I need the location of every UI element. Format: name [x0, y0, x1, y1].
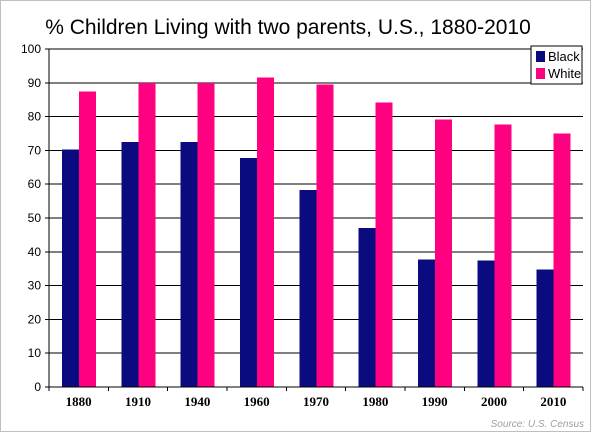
y-tick-label: 80	[28, 110, 42, 124]
bar-black-1980	[358, 227, 376, 387]
source-note: Source: U.S. Census	[491, 419, 584, 430]
x-tick-label: 2010	[540, 394, 566, 409]
y-tick-label: 100	[21, 42, 41, 56]
chart-title: % Children Living with two parents, U.S.…	[45, 16, 531, 39]
axes: 0 10 20 30 40 50 60 70 80 90 100 1880 1910 1940 1960 19…	[21, 42, 584, 409]
x-tick-label: 1940	[184, 394, 210, 409]
y-tick-label: 70	[28, 143, 42, 157]
legend-swatch-white	[536, 68, 545, 79]
legend: Black White	[530, 45, 583, 85]
x-tick-label: 1990	[422, 394, 448, 409]
bar-black-1970	[299, 189, 317, 387]
y-tick-label: 90	[28, 76, 42, 90]
bar-white-1990	[435, 119, 452, 387]
bar-black-2010	[536, 269, 554, 387]
y-tick-label: 20	[28, 312, 42, 326]
legend-label-black: Black	[548, 49, 580, 64]
bar-black-1990	[418, 259, 435, 387]
y-tick-label: 60	[28, 177, 42, 191]
y-tick-label: 50	[28, 211, 42, 225]
x-tick-label: 1880	[66, 394, 92, 409]
x-tick-label: 1960	[244, 394, 270, 409]
legend-swatch-black	[536, 51, 545, 62]
y-tick-label: 0	[34, 380, 41, 394]
bar-black-2000	[477, 260, 495, 387]
bar-black-1960	[240, 157, 257, 387]
bar-white-1970	[316, 84, 334, 388]
legend-label-white: White	[548, 66, 581, 81]
x-tick-label: 1970	[303, 394, 329, 409]
bar-black-1880	[62, 149, 79, 387]
x-tick-label: 2000	[481, 394, 507, 409]
bar-white-1880	[79, 91, 96, 387]
y-tick-label: 10	[28, 346, 42, 360]
y-tick-label: 40	[28, 245, 42, 259]
x-tick-label: 1980	[362, 394, 388, 409]
x-tick-label: 1910	[125, 394, 151, 409]
bar-black-1940	[180, 141, 198, 387]
bar-white-1980	[375, 102, 393, 388]
bar-white-1910	[138, 83, 156, 387]
bar-white-1960	[257, 77, 274, 387]
bars	[62, 77, 571, 388]
y-tick-label: 30	[28, 279, 42, 293]
bar-white-1940	[197, 82, 215, 388]
bar-white-2000	[494, 124, 512, 387]
bar-white-2010	[553, 133, 571, 387]
bar-black-1910	[121, 141, 139, 387]
